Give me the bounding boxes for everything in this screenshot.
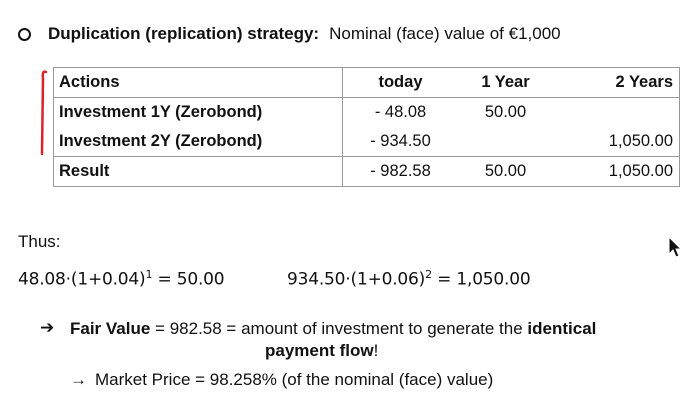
result-label: Result: [53, 156, 343, 187]
result-1-year: 50.00: [453, 156, 553, 187]
table-row: Investment 2Y (Zerobond) - 934.50 1,050.…: [53, 127, 680, 157]
cashflow-table: Actions today 1 Year 2 Years Investment …: [53, 67, 680, 187]
ring-bullet-icon: [18, 27, 31, 41]
eq1-exponent: 1: [145, 268, 153, 281]
heading-title: Duplication (replication) strategy:: [48, 24, 320, 43]
fair-value-body: = 982.58 = amount of investment to gener…: [150, 319, 528, 338]
heading: Duplication (replication) strategy: Nomi…: [18, 24, 561, 44]
cell-today: - 48.08: [374, 103, 427, 121]
eq2-result: = 1,050.00: [437, 269, 531, 290]
red-pen-mark-icon: [40, 70, 48, 156]
eq2-factor: (1+0.06): [350, 269, 426, 290]
fair-value-emph-identical: identical: [527, 319, 597, 338]
header-1-year: 1 Year: [453, 67, 553, 98]
cell-today: - 934.50: [370, 132, 431, 150]
mouse-cursor-icon: [668, 236, 683, 258]
header-2-years: 2 Years: [553, 67, 680, 98]
multiply-dot: ·: [345, 269, 351, 290]
header-actions: Actions: [53, 67, 343, 98]
fair-value-text: Fair Value = 982.58 = amount of investme…: [70, 318, 596, 362]
table-header-row: Actions today 1 Year 2 Years: [53, 67, 680, 98]
fair-value-line-2: payment flow!: [70, 340, 596, 362]
fair-value-tail: !: [373, 341, 379, 360]
row-label: Investment 1Y (Zerobond): [53, 97, 343, 127]
eq1-result: = 50.00: [157, 269, 225, 290]
fair-value-line-1: Fair Value = 982.58 = amount of investme…: [70, 318, 596, 340]
thus-label: Thus:: [18, 232, 61, 251]
eq1-base: 48.08: [18, 269, 66, 290]
heading-subtitle: Nominal (face) value of €1,000: [329, 24, 561, 43]
result-today: - 982.58: [342, 156, 453, 187]
eq2-base: 934.50: [287, 269, 346, 290]
result-2-years: 1,050.00: [553, 156, 680, 187]
multiply-dot: ·: [65, 269, 71, 290]
eq1-factor: (1+0.04): [70, 269, 146, 290]
row-label: Investment 2Y (Zerobond): [53, 127, 343, 157]
fair-value-label: Fair Value: [70, 319, 151, 338]
cell-2-years: 1,050.00: [553, 127, 680, 157]
cell-1-year: [453, 127, 553, 157]
bold-arrow-icon: ➔: [40, 318, 55, 337]
equation-2y: 934.50·(1+0.06)2 = 1,050.00: [287, 268, 531, 290]
fair-value-emph-payment-flow: payment flow: [265, 341, 374, 360]
market-price-text: Market Price = 98.258% (of the nominal (…: [95, 370, 494, 389]
equation-1y: 48.08·(1+0.04)1 = 50.00: [18, 268, 225, 290]
fair-value-statement: ➔ Fair Value = 982.58 = amount of invest…: [40, 318, 596, 362]
right-arrow-icon: →: [70, 370, 87, 389]
result-row: Result - 982.58 50.00 1,050.00: [53, 156, 680, 187]
market-price-statement: → Market Price = 98.258% (of the nominal …: [70, 370, 493, 390]
cell-1-year: 50.00: [484, 103, 527, 121]
cell-2-years: [553, 97, 680, 127]
header-today: today: [342, 67, 453, 98]
eq2-exponent: 2: [425, 268, 432, 281]
table-row: Investment 1Y (Zerobond) - 48.08 50.00: [53, 97, 680, 127]
